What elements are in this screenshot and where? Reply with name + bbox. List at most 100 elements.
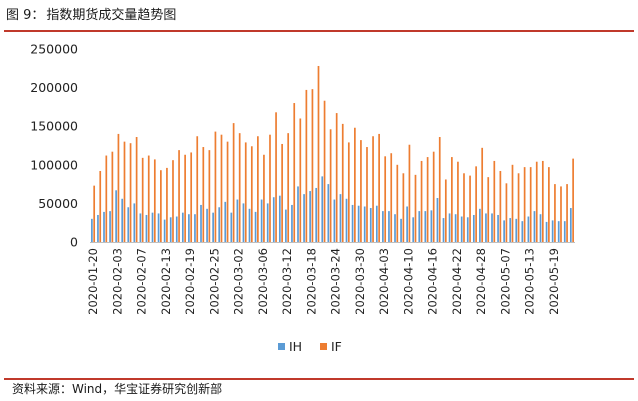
bar-ih	[394, 214, 396, 242]
bar-if	[432, 151, 435, 242]
bar-ih	[479, 208, 481, 242]
bar-ih	[266, 203, 269, 242]
bar-ih	[206, 208, 208, 242]
bar-if	[354, 127, 356, 242]
x-tick-label: 2020-04-03	[377, 248, 391, 315]
bar-if	[347, 142, 350, 242]
bar-if	[329, 129, 332, 242]
bar-if	[317, 65, 320, 242]
y-tick-label: 0	[70, 235, 78, 250]
bar-ih	[254, 211, 257, 242]
bar-if	[505, 183, 508, 242]
bar-if	[184, 154, 186, 242]
bar-if	[444, 179, 447, 242]
bar-ih	[442, 218, 445, 242]
bar-ih	[460, 216, 463, 242]
bar-if	[311, 89, 314, 242]
bar-if	[572, 158, 574, 242]
x-tick-label: 2020-04-28	[474, 248, 488, 315]
bar-ih	[545, 221, 548, 242]
x-tick-label: 2020-02-03	[110, 248, 124, 315]
bar-if	[475, 166, 477, 242]
bar-ih	[424, 211, 427, 242]
bar-ih	[194, 214, 196, 242]
bar-ih	[382, 211, 384, 242]
bar-if	[105, 155, 108, 242]
bar-ih	[503, 220, 505, 242]
bar-if	[147, 155, 150, 242]
source-note: 资料来源：Wind，华宝证券研究创新部	[12, 382, 223, 396]
bar-if	[263, 154, 265, 242]
bar-if	[469, 175, 471, 242]
bar-ih	[303, 194, 305, 242]
bar-ih	[521, 221, 524, 242]
bar-ih	[200, 204, 202, 242]
bar-if	[535, 161, 538, 242]
bar-ih	[551, 220, 554, 242]
bar-ih	[169, 217, 172, 242]
figure-title: 图 9： 指数期货成交量趋势图	[6, 6, 176, 26]
x-tick-label: 2020-03-30	[353, 248, 367, 315]
bar-ih	[412, 217, 415, 242]
bar-if	[238, 133, 241, 242]
bar-if	[372, 136, 374, 242]
bar-ih	[563, 221, 566, 242]
bar-ih	[327, 184, 330, 242]
bar-if	[153, 159, 156, 242]
bar-if	[408, 144, 411, 242]
bar-ih	[260, 199, 263, 242]
x-tick-label: 2020-03-02	[232, 248, 246, 315]
bar-if	[548, 167, 550, 242]
bar-if	[499, 170, 502, 242]
bar-if	[560, 186, 562, 242]
bar-ih	[115, 190, 117, 242]
bar-ih	[333, 199, 336, 242]
top-rule	[4, 30, 634, 32]
bar-ih	[466, 217, 469, 242]
bar-ih	[163, 219, 166, 242]
x-tick-label: 2020-02-13	[159, 248, 173, 315]
x-tick-label: 2020-03-24	[329, 248, 343, 315]
bar-if	[226, 141, 229, 242]
bar-if	[529, 167, 532, 242]
bar-ih	[357, 205, 360, 242]
y-tick-label: 50000	[38, 196, 78, 211]
y-tick-label: 150000	[30, 119, 78, 134]
bar-ih	[363, 206, 366, 242]
bar-ih	[418, 211, 421, 242]
bar-if	[166, 167, 168, 242]
bar-if	[123, 141, 126, 242]
bar-if	[366, 147, 368, 242]
bar-ih	[157, 213, 160, 242]
x-tick-label: 2020-04-10	[401, 248, 415, 315]
bar-if	[390, 153, 393, 242]
bar-ih	[436, 198, 439, 242]
bar-if	[426, 157, 429, 242]
bar-ih	[139, 213, 142, 242]
bar-if	[517, 173, 520, 242]
bar-ih	[248, 208, 251, 242]
bar-if	[196, 136, 199, 242]
bar-if	[111, 151, 114, 242]
bar-ih	[242, 203, 245, 242]
bar-ih	[345, 198, 348, 242]
bar-if	[190, 152, 193, 242]
bottom-rule	[4, 378, 634, 380]
bar-ih	[145, 214, 148, 242]
bar-ih	[539, 214, 542, 242]
y-tick-label: 200000	[30, 80, 78, 95]
bar-if	[299, 118, 302, 242]
x-tick-label: 2020-03-06	[256, 248, 270, 315]
bar-ih	[121, 198, 124, 242]
bar-if	[281, 143, 283, 242]
bar-if	[493, 160, 496, 242]
bar-ih	[369, 208, 372, 242]
bar-if	[135, 137, 138, 242]
bar-ih	[400, 218, 402, 242]
x-tick-label: 2020-02-19	[183, 248, 197, 315]
bar-if	[208, 150, 211, 242]
bar-if	[457, 161, 459, 242]
bar-if	[178, 150, 180, 242]
bar-ih	[309, 191, 311, 242]
bar-if	[511, 164, 514, 242]
